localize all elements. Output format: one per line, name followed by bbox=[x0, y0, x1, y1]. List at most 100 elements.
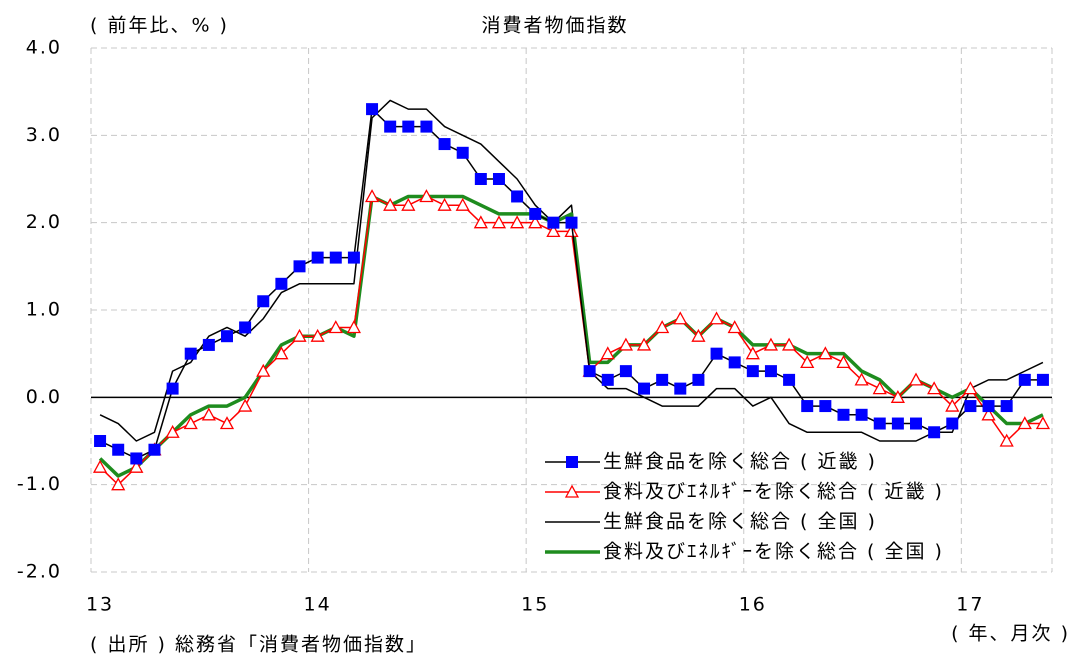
marker bbox=[491, 215, 507, 229]
marker bbox=[547, 216, 560, 229]
marker bbox=[709, 311, 724, 325]
marker bbox=[836, 355, 851, 369]
marker bbox=[783, 373, 796, 386]
marker bbox=[256, 363, 271, 377]
marker bbox=[166, 382, 179, 395]
legend-label: 生鮮食品を除く総合 ( 全国 ) bbox=[603, 511, 877, 533]
legend-marker bbox=[564, 484, 580, 498]
marker bbox=[818, 346, 833, 360]
marker bbox=[781, 337, 797, 351]
marker bbox=[238, 398, 253, 412]
marker bbox=[727, 320, 742, 334]
marker bbox=[673, 311, 688, 325]
marker bbox=[619, 365, 632, 378]
marker bbox=[801, 400, 814, 413]
marker bbox=[1036, 373, 1049, 386]
marker bbox=[945, 398, 960, 412]
source-note: ( 出所 ) 総務省「消費者物価指数」 bbox=[90, 634, 427, 656]
marker bbox=[963, 381, 978, 395]
marker bbox=[999, 433, 1014, 447]
marker bbox=[239, 321, 252, 334]
marker bbox=[891, 417, 904, 430]
marker bbox=[638, 382, 651, 395]
series-line bbox=[98, 194, 1044, 478]
marker bbox=[420, 120, 433, 133]
marker bbox=[474, 173, 487, 185]
marker bbox=[873, 417, 886, 430]
marker bbox=[437, 197, 452, 211]
marker bbox=[910, 417, 923, 430]
marker bbox=[510, 215, 525, 229]
marker bbox=[419, 189, 434, 203]
x-axis-label: ( 年、月次 ) bbox=[951, 623, 1070, 645]
marker bbox=[981, 407, 996, 421]
marker bbox=[511, 190, 524, 203]
marker bbox=[819, 400, 832, 413]
marker bbox=[274, 346, 289, 360]
marker bbox=[220, 330, 233, 343]
x-tick-label: 16 bbox=[739, 594, 767, 616]
marker bbox=[492, 173, 505, 185]
marker bbox=[455, 197, 470, 211]
marker bbox=[745, 346, 760, 360]
marker bbox=[275, 277, 288, 290]
marker bbox=[384, 120, 397, 133]
marker bbox=[854, 372, 869, 386]
y-tick-label: 4.0 bbox=[26, 37, 62, 59]
marker bbox=[292, 328, 307, 342]
series-line bbox=[99, 99, 1044, 442]
marker bbox=[565, 216, 578, 229]
marker bbox=[402, 120, 415, 133]
marker bbox=[364, 189, 380, 203]
marker bbox=[656, 373, 669, 386]
marker bbox=[691, 328, 706, 342]
marker bbox=[383, 197, 398, 211]
marker bbox=[872, 381, 887, 395]
x-tick-label: 14 bbox=[304, 594, 332, 616]
marker bbox=[183, 416, 198, 430]
marker bbox=[111, 477, 126, 491]
marker bbox=[655, 320, 670, 334]
marker bbox=[130, 452, 143, 465]
marker bbox=[674, 382, 687, 395]
marker bbox=[293, 260, 306, 273]
marker bbox=[618, 337, 633, 351]
marker bbox=[927, 381, 942, 395]
marker bbox=[129, 459, 144, 473]
marker bbox=[184, 347, 197, 360]
y-tick-label: -1.0 bbox=[17, 473, 62, 495]
marker bbox=[112, 443, 125, 456]
y-axis-label: ( 前年比、% ) bbox=[90, 15, 229, 37]
legend-label: 食料及びｴﾈﾙｷﾞｰを除く総合 ( 全国 ) bbox=[603, 541, 944, 563]
marker bbox=[165, 424, 180, 438]
marker bbox=[600, 346, 615, 360]
legend-label: 食料及びｴﾈﾙｷﾞｰを除く総合 ( 近畿 ) bbox=[603, 481, 944, 503]
marker bbox=[692, 373, 705, 386]
marker bbox=[219, 416, 235, 430]
marker bbox=[328, 320, 343, 334]
marker bbox=[94, 435, 107, 447]
marker bbox=[564, 224, 579, 238]
marker bbox=[1000, 400, 1013, 413]
x-tick-label: 17 bbox=[956, 594, 984, 616]
marker bbox=[763, 337, 779, 351]
marker bbox=[438, 138, 451, 151]
marker bbox=[728, 356, 741, 369]
marker bbox=[964, 400, 977, 413]
x-tick-label: 13 bbox=[86, 594, 114, 616]
marker bbox=[310, 328, 325, 342]
marker bbox=[401, 197, 416, 211]
y-tick-label: 1.0 bbox=[26, 299, 62, 321]
marker bbox=[1017, 416, 1032, 430]
x-tick-label: 15 bbox=[521, 594, 549, 616]
marker bbox=[982, 400, 995, 413]
marker bbox=[329, 251, 342, 264]
marker bbox=[601, 373, 614, 386]
marker bbox=[257, 295, 270, 308]
marker bbox=[837, 408, 850, 421]
marker bbox=[855, 408, 868, 421]
marker bbox=[908, 372, 924, 386]
chart-title: 消費者物価指数 bbox=[481, 15, 628, 37]
